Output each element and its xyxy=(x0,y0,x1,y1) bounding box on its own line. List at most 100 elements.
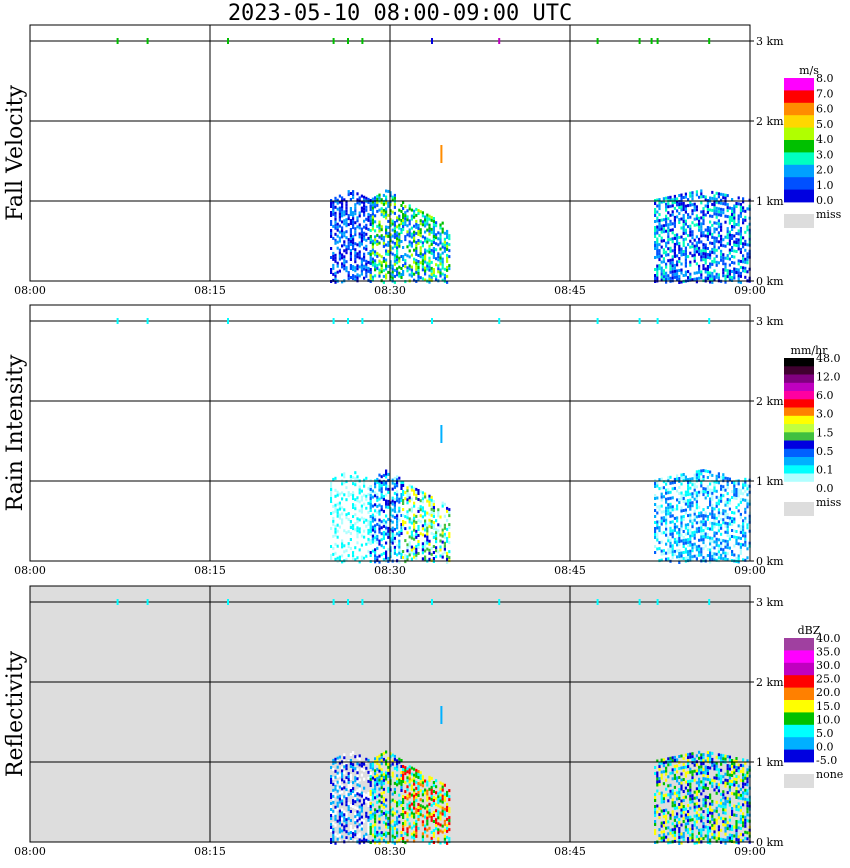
echo-cell xyxy=(684,195,687,199)
echo-cell xyxy=(424,540,427,544)
echo-cell xyxy=(673,218,676,222)
echo-cell xyxy=(706,820,709,823)
echo-cell xyxy=(682,244,685,247)
echo-cell xyxy=(667,557,670,561)
echo-cell xyxy=(713,513,716,517)
legend-label: 4.0 xyxy=(816,133,834,146)
echo-cell xyxy=(385,813,388,817)
echo-cell xyxy=(332,794,335,798)
y-tick-label: 0 km xyxy=(756,836,784,849)
echo-cell xyxy=(391,481,394,485)
echo-cell xyxy=(408,249,411,253)
echo-cell xyxy=(737,277,740,281)
echo-cell xyxy=(435,224,438,228)
echo-cell xyxy=(676,200,679,204)
echo-cell xyxy=(724,476,727,480)
echo-cell xyxy=(660,254,663,258)
echo-cell xyxy=(347,271,350,275)
echo-cell xyxy=(671,267,674,271)
echo-cell xyxy=(706,533,709,536)
echo-cell xyxy=(660,269,663,273)
echo-cell xyxy=(428,265,431,269)
echo-cell xyxy=(693,205,696,209)
echo-cell xyxy=(428,256,431,260)
echo-cell xyxy=(693,277,696,281)
echo-cell xyxy=(378,208,381,212)
echo-cell xyxy=(671,792,674,796)
echo-cell xyxy=(665,787,668,791)
echo-cell xyxy=(665,482,668,486)
echo-cell xyxy=(724,488,727,492)
echo-cell xyxy=(426,219,429,223)
echo-cell xyxy=(713,836,716,840)
echo-cell xyxy=(382,775,385,779)
echo-cell xyxy=(698,228,701,232)
echo-cell xyxy=(660,224,663,228)
echo-cell xyxy=(385,804,388,808)
echo-cell xyxy=(371,815,374,819)
echo-cell xyxy=(658,547,661,551)
echo-cell xyxy=(336,837,339,841)
echo-cell xyxy=(408,493,411,497)
echo-cell xyxy=(739,208,742,212)
echo-cell xyxy=(662,815,665,819)
echo-cell xyxy=(713,830,716,834)
echo-cell xyxy=(662,269,665,273)
echo-cell xyxy=(369,832,372,835)
echo-cell xyxy=(349,786,352,789)
echo-cell xyxy=(424,221,427,225)
echo-cell xyxy=(347,817,350,821)
echo-cell xyxy=(662,758,665,762)
echo-cell xyxy=(717,774,720,778)
echo-cell xyxy=(343,556,346,560)
echo-cell xyxy=(678,836,681,839)
echo-cell xyxy=(684,526,687,530)
echo-cell xyxy=(665,488,668,492)
legend-missing-label: none xyxy=(816,768,843,781)
echo-cell xyxy=(417,788,420,791)
echo-cell xyxy=(728,546,731,550)
echo-cell xyxy=(689,278,692,282)
echo-cell xyxy=(687,759,690,763)
echo-cell xyxy=(709,500,712,504)
echo-cell xyxy=(367,818,370,822)
echo-cell xyxy=(426,789,429,793)
echo-cell xyxy=(698,195,701,199)
echo-cell xyxy=(435,236,438,240)
echo-cell xyxy=(424,266,427,270)
echo-cell xyxy=(715,212,718,216)
echo-cell xyxy=(428,811,431,815)
top-mark xyxy=(332,318,335,324)
echo-cell xyxy=(722,274,725,278)
echo-cell xyxy=(704,261,707,265)
echo-cell xyxy=(404,554,407,558)
echo-cell xyxy=(404,220,407,224)
echo-cell xyxy=(687,499,690,503)
echo-cell xyxy=(343,819,346,823)
echo-cell xyxy=(671,798,674,802)
legend-label: -5.0 xyxy=(816,754,837,767)
echo-cell xyxy=(415,544,418,548)
echo-cell xyxy=(739,205,742,209)
echo-cell xyxy=(435,221,438,225)
echo-cell xyxy=(702,219,705,223)
echo-cell xyxy=(665,208,668,212)
echo-cell xyxy=(419,804,422,808)
echo-cell xyxy=(713,519,716,523)
echo-cell xyxy=(691,534,694,538)
echo-cell xyxy=(330,256,333,259)
echo-cell xyxy=(726,764,729,768)
echo-cell xyxy=(662,549,665,553)
echo-cell xyxy=(360,549,363,553)
echo-cell xyxy=(671,547,674,551)
echo-cell xyxy=(671,828,674,832)
legend-swatch xyxy=(784,127,814,141)
echo-cell xyxy=(382,557,385,561)
echo-cell xyxy=(687,514,690,518)
legend-label: 25.0 xyxy=(816,673,841,686)
echo-cell xyxy=(336,261,339,265)
echo-cell xyxy=(341,265,344,269)
echo-cell xyxy=(439,790,442,794)
echo-cell xyxy=(352,545,355,549)
echo-cell xyxy=(369,262,372,265)
